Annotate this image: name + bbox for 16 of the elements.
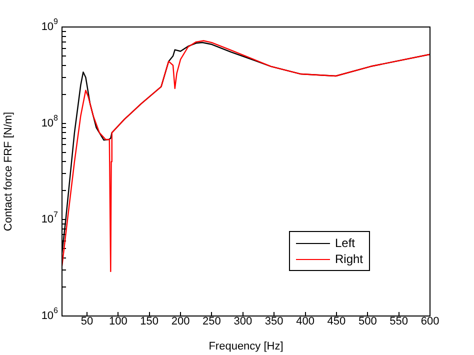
x-axis-title: Frequency [Hz] <box>208 340 284 352</box>
x-tick-label: 150 <box>140 316 158 328</box>
x-tick-label: 400 <box>296 316 314 328</box>
x-tick-label: 100 <box>108 316 128 328</box>
x-tick-label: 600 <box>420 316 440 328</box>
x-tick-label: 500 <box>358 316 377 328</box>
legend-label: Right <box>335 252 364 266</box>
x-tick-label: 50 <box>80 316 94 328</box>
y-axis-title: Contact force FRF [N/m] <box>2 112 15 232</box>
legend-label: Left <box>335 236 356 250</box>
x-tick-label: 250 <box>202 316 221 328</box>
x-tick-label: 200 <box>171 316 190 328</box>
x-tick-label: 450 <box>327 316 346 328</box>
x-tick-label: 300 <box>234 316 252 328</box>
x-tick-label: 350 <box>264 316 284 328</box>
x-tick-label: 550 <box>390 316 408 328</box>
